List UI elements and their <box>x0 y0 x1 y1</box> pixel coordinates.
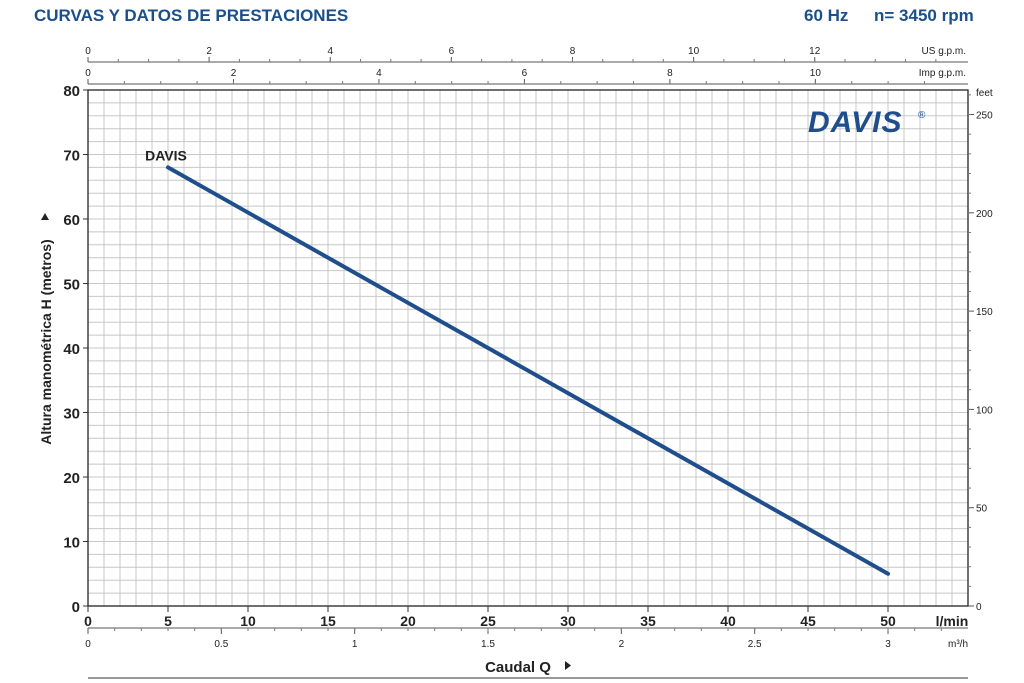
imp-gpm-tick-label: 0 <box>85 68 91 79</box>
imp-gpm-tick-label: 8 <box>667 68 673 79</box>
y-tick-label: 0 <box>72 599 80 616</box>
series-label: DAVIS <box>145 147 187 163</box>
y-tick-label: 80 <box>63 83 80 100</box>
x-tick-label: 15 <box>320 613 336 629</box>
m3h-tick-label: 1 <box>352 639 358 650</box>
series-line <box>166 165 890 576</box>
imp-gpm-tick-label: 10 <box>810 68 822 79</box>
imp-gpm-tick-label: 2 <box>231 68 237 79</box>
x-tick-label: 10 <box>240 613 256 629</box>
x-tick-label: 30 <box>560 613 576 629</box>
feet-tick-label: 0 <box>976 602 982 613</box>
davis-logo: DAVIS <box>808 106 902 139</box>
us-gpm-tick-label: 12 <box>809 46 821 57</box>
us-gpm-tick-label: 6 <box>449 46 455 57</box>
x-tick-label: 5 <box>164 613 172 629</box>
m3h-tick-label: 0.5 <box>214 639 228 650</box>
registered-mark: ® <box>918 110 926 121</box>
m3h-tick-label: 0 <box>85 639 91 650</box>
feet-tick-label: 250 <box>976 111 993 122</box>
y-tick-label: 10 <box>63 535 80 552</box>
x-axis-arrow-icon <box>565 661 571 670</box>
y-tick-label: 30 <box>63 406 80 423</box>
x-tick-label: 50 <box>880 613 896 629</box>
y-axis-arrow-icon <box>41 213 49 220</box>
x-tick-label: 35 <box>640 613 656 629</box>
feet-unit-label: feet <box>976 88 993 99</box>
y-tick-label: 50 <box>63 277 80 294</box>
us-gpm-unit-label: US g.p.m. <box>922 46 966 57</box>
x-tick-label: 0 <box>84 613 92 629</box>
chart-grid <box>88 90 968 606</box>
feet-tick-label: 200 <box>976 209 993 220</box>
x-tick-label: 20 <box>400 613 416 629</box>
y-tick-label: 60 <box>63 212 80 229</box>
x-tick-label: 25 <box>480 613 496 629</box>
feet-tick-label: 150 <box>976 307 993 318</box>
x-tick-label: 40 <box>720 613 736 629</box>
speed-label: n= 3450 rpm <box>874 6 974 25</box>
feet-tick-label: 50 <box>976 504 988 515</box>
page-title: CURVAS Y DATOS DE PRESTACIONES <box>34 6 349 25</box>
us-gpm-tick-label: 4 <box>327 46 333 57</box>
us-gpm-tick-label: 10 <box>688 46 700 57</box>
frequency-label: 60 Hz <box>804 6 849 25</box>
m3h-tick-label: 2.5 <box>748 639 762 650</box>
y-tick-label: 40 <box>63 341 80 358</box>
x-axis-title: Caudal Q <box>485 659 551 676</box>
m3h-unit-label: m³/h <box>948 639 968 650</box>
imp-gpm-tick-label: 4 <box>376 68 382 79</box>
us-gpm-tick-label: 2 <box>206 46 212 57</box>
us-gpm-tick-label: 8 <box>570 46 576 57</box>
chart-series <box>166 165 890 576</box>
m3h-tick-label: 2 <box>619 639 625 650</box>
y-axis-title: Altura manométrica H (metros) <box>38 239 54 444</box>
imp-gpm-tick-label: 6 <box>522 68 528 79</box>
y-tick-label: 70 <box>63 148 80 165</box>
feet-tick-label: 100 <box>976 405 993 416</box>
x-unit-label: l/min <box>936 613 969 629</box>
us-gpm-tick-label: 0 <box>85 46 91 57</box>
m3h-tick-label: 1.5 <box>481 639 495 650</box>
x-tick-label: 45 <box>800 613 816 629</box>
y-tick-label: 20 <box>63 470 80 487</box>
chart-axes <box>83 57 974 679</box>
imp-gpm-unit-label: Imp g.p.m. <box>919 68 966 79</box>
m3h-tick-label: 3 <box>885 639 891 650</box>
